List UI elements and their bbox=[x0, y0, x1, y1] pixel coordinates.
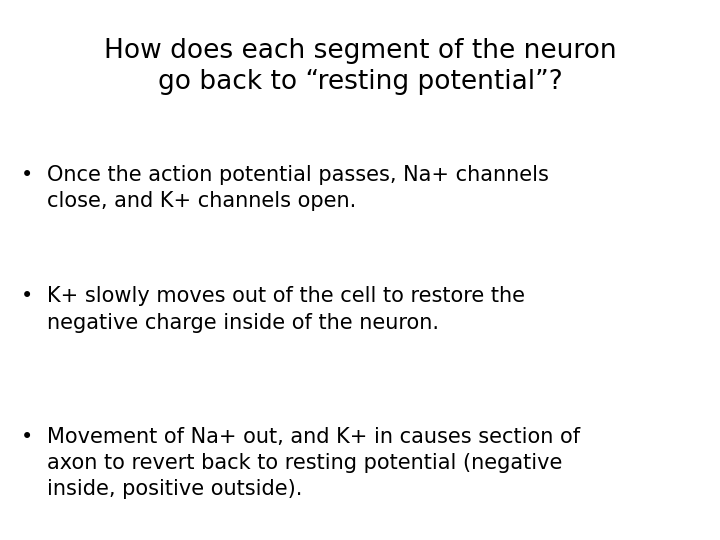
Text: •: • bbox=[21, 165, 34, 185]
Text: Movement of Na+ out, and K+ in causes section of
axon to revert back to resting : Movement of Na+ out, and K+ in causes se… bbox=[47, 427, 580, 500]
Text: •: • bbox=[21, 427, 34, 447]
Text: •: • bbox=[21, 286, 34, 306]
Text: Once the action potential passes, Na+ channels
close, and K+ channels open.: Once the action potential passes, Na+ ch… bbox=[47, 165, 549, 211]
Text: K+ slowly moves out of the cell to restore the
negative charge inside of the neu: K+ slowly moves out of the cell to resto… bbox=[47, 286, 525, 333]
Text: How does each segment of the neuron
go back to “resting potential”?: How does each segment of the neuron go b… bbox=[104, 38, 616, 95]
